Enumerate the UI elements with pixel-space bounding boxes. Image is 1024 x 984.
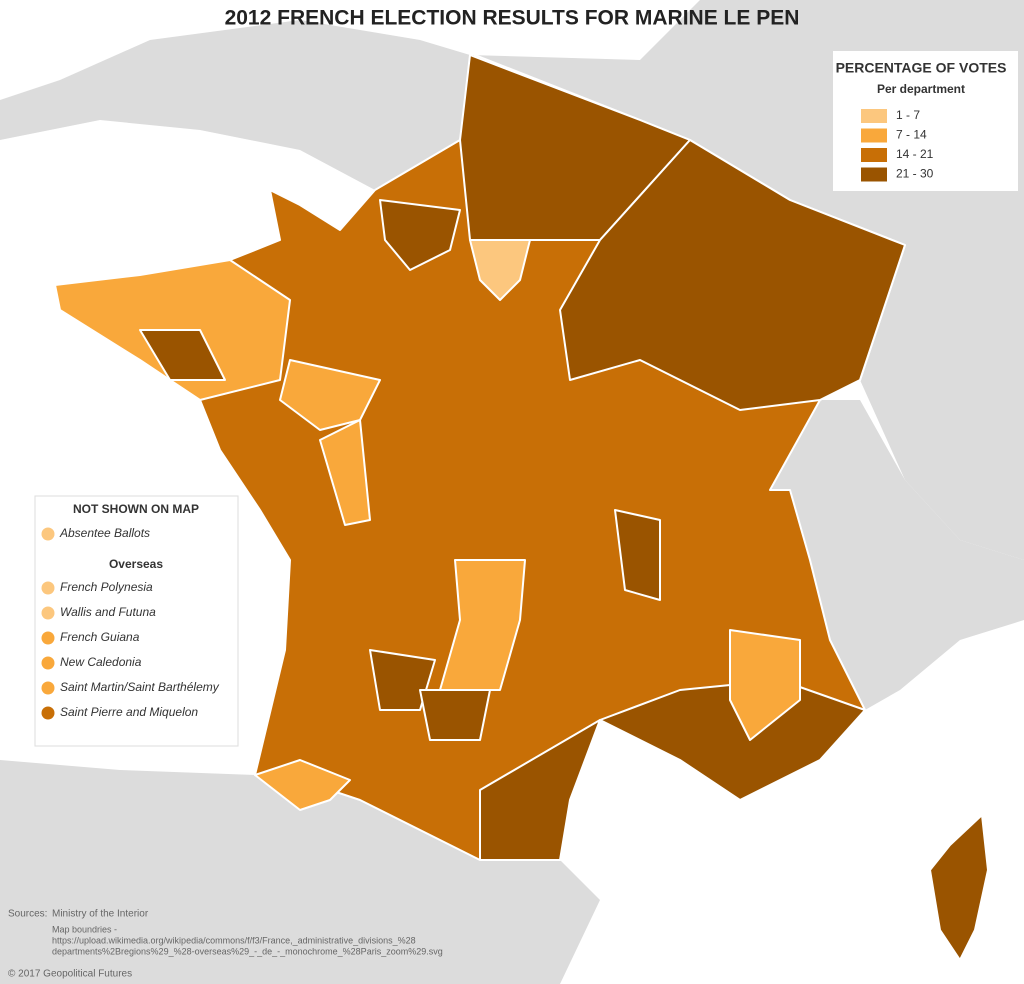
legend-dot — [41, 706, 55, 720]
legend-swatch — [861, 148, 887, 162]
france-region — [599, 679, 866, 801]
map-title: 2012 FRENCH ELECTION RESULTS FOR MARINE … — [225, 7, 800, 30]
france-region — [469, 239, 531, 301]
france-region — [139, 329, 226, 381]
legend-label: 14 - 21 — [896, 147, 934, 161]
legend-swatch — [861, 128, 887, 143]
legend-label: French Guiana — [60, 630, 140, 644]
france-region — [439, 559, 526, 691]
overseas-title: Overseas — [109, 557, 163, 571]
legend-items: 1 - 7 7 - 14 14 - 21 21 - 30 — [861, 108, 934, 182]
sources-text: Ministry of the Interior — [52, 909, 149, 920]
legend-dot — [41, 527, 55, 541]
legend-dot — [41, 606, 55, 620]
legend-label: Saint Pierre and Miquelon — [60, 705, 198, 719]
france-region — [379, 199, 461, 271]
legend-label: New Caledonia — [60, 655, 142, 669]
france-region — [369, 649, 436, 711]
france-region — [479, 719, 601, 861]
legend-dot — [41, 581, 55, 595]
copyright: © 2017 Geopolitical Futures — [8, 969, 132, 980]
not-shown-items: Absentee Ballots French Polynesia Wallis a… — [41, 526, 220, 720]
france-region — [279, 359, 381, 431]
legend-subtitle: Per department — [877, 82, 965, 96]
france-region — [929, 814, 989, 961]
france-region — [419, 689, 491, 741]
legend-label: Wallis and Futuna — [60, 605, 156, 619]
legend-dot — [41, 656, 55, 670]
france-region — [319, 419, 371, 526]
not-shown-title: NOT SHOWN ON MAP — [73, 502, 199, 516]
legend-swatch — [861, 109, 887, 123]
legend-label: Absentee Ballots — [59, 526, 150, 540]
neighbour-land — [0, 0, 1024, 560]
source-url: departments%2Bregions%29_%28-overseas%29… — [52, 946, 443, 956]
legend-dot — [41, 631, 55, 645]
map-boundaries: Map boundries - — [52, 924, 117, 934]
france-region — [614, 509, 661, 601]
legend-label: Saint Martin/Saint Barthélemy — [60, 680, 220, 694]
not-shown-box — [34, 495, 239, 747]
france-region — [559, 139, 906, 411]
legend-dot — [41, 681, 55, 695]
neighbour-land — [770, 400, 1024, 710]
neighbour-land — [0, 760, 600, 984]
legend-label: 1 - 7 — [896, 108, 920, 122]
legend-swatch — [861, 167, 887, 182]
source-url: https://upload.wikimedia.org/wikipedia/c… — [52, 935, 416, 945]
france-region — [254, 759, 351, 811]
legend-label: 21 - 30 — [896, 167, 934, 181]
legend-title: PERCENTAGE OF VOTES — [836, 60, 1007, 76]
legend-label: 7 - 14 — [896, 128, 927, 142]
legend-label: French Polynesia — [60, 580, 153, 594]
sources-label: Sources: — [8, 909, 47, 920]
france-region — [729, 629, 801, 741]
